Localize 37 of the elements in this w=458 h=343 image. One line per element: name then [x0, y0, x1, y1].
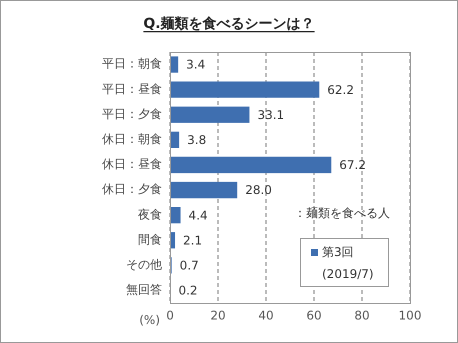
y-tick-label: 休日：昼食: [102, 157, 162, 172]
data-label: 0.7: [180, 258, 199, 272]
x-tick-label: 20: [210, 308, 226, 322]
data-label: 3.4: [186, 58, 206, 72]
y-tick-label: 間食: [138, 232, 162, 246]
data-label: 0.2: [178, 284, 198, 298]
x-tick-label: 60: [306, 308, 322, 322]
y-tick-label: 平日：夕食: [102, 106, 162, 121]
bar: [170, 81, 320, 98]
y-tick-label: 休日：夕食: [102, 182, 162, 196]
bar: [170, 182, 238, 198]
data-label: 33.1: [257, 108, 284, 122]
bar: [170, 206, 181, 224]
y-tick-label: 平日：朝食: [102, 56, 162, 71]
legend-label: 第3回 (2019/7): [322, 245, 374, 282]
bar: [170, 106, 250, 123]
bar: [170, 132, 180, 148]
data-label: 67.2: [339, 158, 366, 172]
x-tick-label: 40: [258, 308, 274, 322]
data-label: 4.4: [188, 208, 208, 222]
data-label: 62.2: [327, 82, 354, 97]
y-tick-label: その他: [126, 257, 162, 272]
bar: [170, 156, 332, 174]
data-label: 28.0: [245, 183, 272, 198]
bar: [170, 56, 178, 73]
y-tick-label: 無回答: [126, 282, 162, 297]
data-label: 3.8: [187, 132, 206, 147]
annotation: ：麺類を食べる人: [294, 206, 390, 220]
y-tick-label: 夜食: [138, 207, 162, 222]
x-tick-label: 100: [398, 308, 422, 322]
x-tick-label: 80: [354, 308, 370, 322]
data-label: 2.1: [183, 233, 202, 248]
y-tick-label: 平日：昼食: [102, 82, 162, 96]
x-tick-label: 0: [166, 308, 174, 322]
chart-title: Q.麺類を食べるシーンは？: [143, 16, 315, 32]
y-tick-label: 休日：朝食: [102, 132, 162, 146]
x-axis-title: (%): [139, 313, 160, 328]
